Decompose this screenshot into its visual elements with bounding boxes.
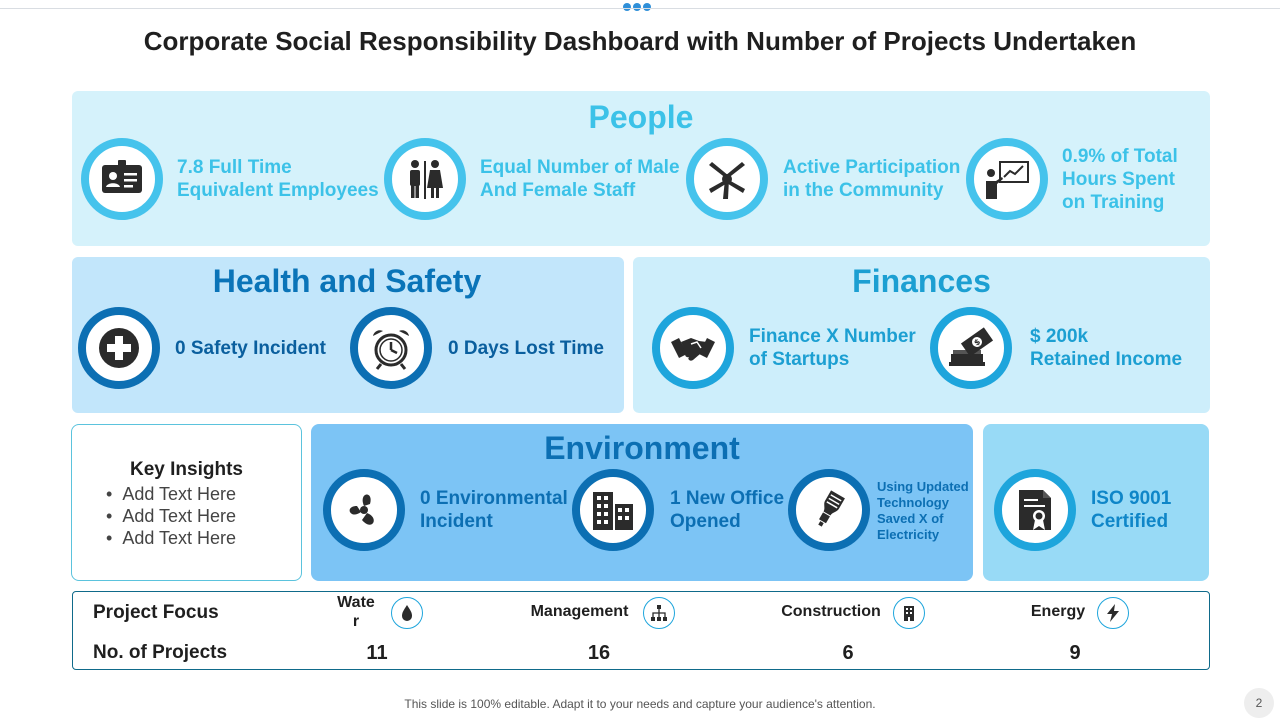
people-title: People bbox=[588, 99, 694, 135]
people-item-equal-staff: Equal Number of Male And Female Staff bbox=[480, 157, 680, 201]
health-item-safety-incident: 0 Safety Incident bbox=[175, 338, 326, 359]
medical-cross-icon bbox=[78, 307, 160, 389]
finance-item-startups: Finance X Number of Startups bbox=[749, 326, 916, 370]
count-construction: 6 bbox=[842, 642, 854, 664]
insight-item: Add Text Here bbox=[106, 505, 236, 527]
insight-item: Add Text Here bbox=[106, 527, 236, 549]
category-energy: Energy bbox=[1030, 603, 1086, 620]
count-management: 16 bbox=[587, 642, 611, 664]
water-drop-icon bbox=[391, 597, 423, 629]
alarm-clock-icon bbox=[350, 307, 432, 389]
finances-title: Finances bbox=[852, 263, 991, 299]
office-building-icon bbox=[572, 469, 654, 551]
id-card-icon bbox=[81, 138, 163, 220]
male-female-icon bbox=[384, 138, 466, 220]
money-icon: $ bbox=[930, 307, 1012, 389]
environment-item-new-office: 1 New Office Opened bbox=[670, 488, 785, 532]
svg-text:$: $ bbox=[972, 337, 982, 348]
people-item-training: 0.9% of Total Hours Spent on Training bbox=[1062, 146, 1178, 213]
projects-count-label: No. of Projects bbox=[93, 642, 228, 663]
page-number: 2 bbox=[1244, 688, 1274, 718]
project-focus-label: Project Focus bbox=[93, 602, 219, 623]
building-icon bbox=[893, 597, 925, 629]
key-insights-panel: Key Insights Add Text Here Add Text Here… bbox=[71, 424, 302, 581]
environment-item-incident: 0 Environmental Incident bbox=[420, 488, 568, 532]
slide-indicator-dots bbox=[623, 3, 651, 11]
people-item-community: Active Participation in the Community bbox=[783, 157, 961, 201]
key-insights-title: Key Insights bbox=[130, 459, 243, 480]
presentation-icon bbox=[966, 138, 1048, 220]
finances-panel: Finances Finance X Number of Startups $ … bbox=[633, 257, 1210, 413]
top-divider bbox=[0, 8, 1280, 9]
hierarchy-icon bbox=[643, 597, 675, 629]
project-focus-table: Project Focus No. of Projects Wate r 11 … bbox=[72, 591, 1210, 670]
joined-hands-icon bbox=[686, 138, 768, 220]
page-title: Corporate Social Responsibility Dashboar… bbox=[143, 26, 1137, 56]
environment-item-electricity: Using Updated Technology Saved X of Elec… bbox=[877, 479, 969, 542]
people-item-employees: 7.8 Full Time Equivalent Employees bbox=[177, 157, 379, 201]
iso-certified-label: ISO 9001 Certified bbox=[1091, 488, 1172, 532]
environment-panel: Environment 0 Environmental Incident 1 N… bbox=[311, 424, 973, 581]
iso-panel: ISO 9001 Certified bbox=[983, 424, 1209, 581]
fan-icon bbox=[323, 469, 405, 551]
footer-note: This slide is 100% editable. Adapt it to… bbox=[404, 697, 876, 711]
category-water: Wate r bbox=[337, 594, 375, 630]
key-insights-list: Add Text Here Add Text Here Add Text Her… bbox=[106, 483, 236, 549]
people-panel: People 7.8 Full Time Equivalent Employee… bbox=[72, 91, 1210, 246]
category-management: Management bbox=[530, 603, 629, 620]
insight-item: Add Text Here bbox=[106, 483, 236, 505]
finance-item-retained-income: $ 200k Retained Income bbox=[1030, 326, 1183, 370]
health-item-days-lost: 0 Days Lost Time bbox=[448, 338, 604, 359]
health-safety-panel: Health and Safety 0 Safety Incident 0 Da… bbox=[72, 257, 624, 413]
lightning-icon bbox=[1097, 597, 1129, 629]
environment-title: Environment bbox=[544, 430, 740, 466]
category-construction: Construction bbox=[781, 603, 881, 620]
certificate-icon bbox=[994, 469, 1076, 551]
handshake-icon bbox=[652, 307, 734, 389]
light-bulb-icon bbox=[788, 469, 870, 551]
count-energy: 9 bbox=[1069, 642, 1081, 664]
count-water: 11 bbox=[366, 642, 388, 664]
health-safety-title: Health and Safety bbox=[212, 263, 482, 299]
